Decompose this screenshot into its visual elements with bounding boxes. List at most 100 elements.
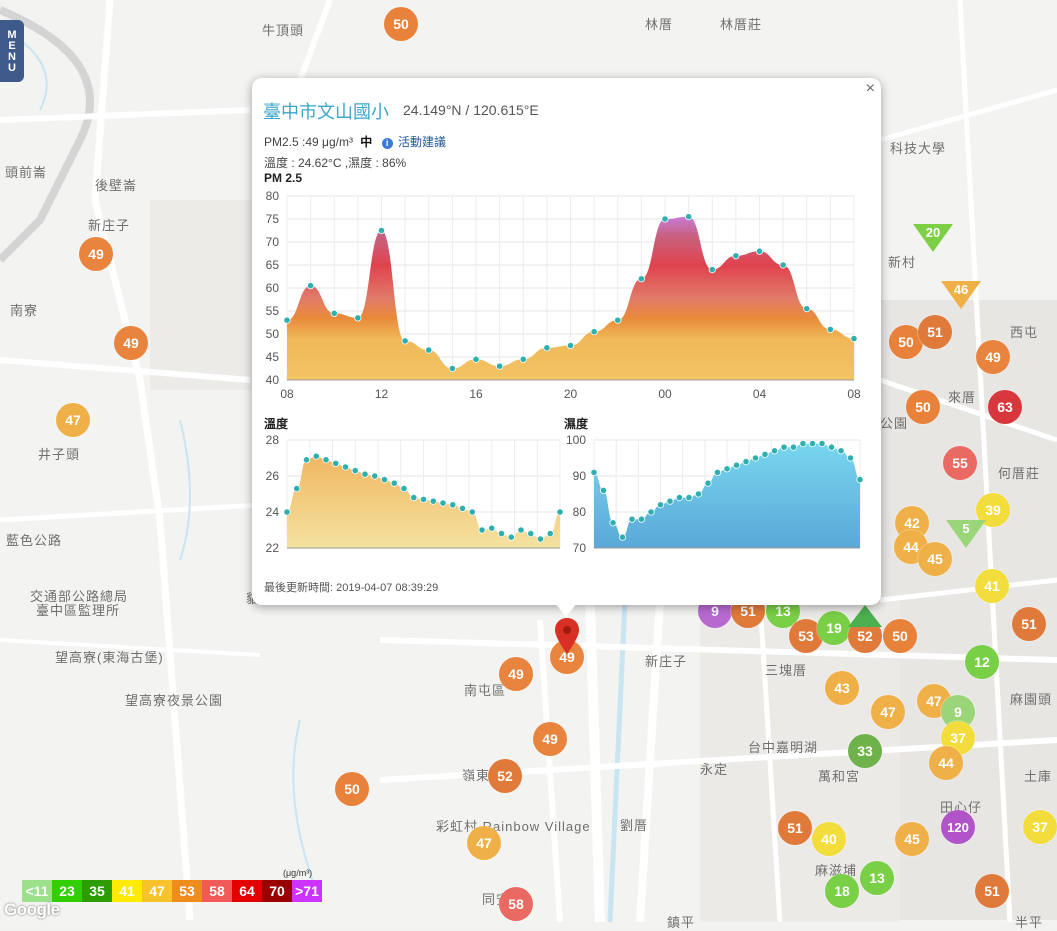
place-label: 土庫 bbox=[1024, 769, 1053, 784]
data-point bbox=[685, 213, 693, 221]
data-point bbox=[330, 309, 338, 317]
station-marker[interactable]: 55 bbox=[943, 446, 977, 480]
place-label: 林厝 bbox=[645, 17, 674, 32]
place-label: 交通部公路總局 bbox=[30, 589, 129, 604]
data-point bbox=[661, 215, 669, 223]
place-label: 萬和宮 bbox=[818, 769, 861, 784]
place-label: 南屯區 bbox=[464, 683, 507, 698]
station-marker[interactable]: 47 bbox=[871, 695, 905, 729]
legend-item: >71 bbox=[292, 880, 322, 902]
data-point bbox=[666, 497, 674, 505]
last-updated: 最後更新時間: 2019-04-07 08:39:29 bbox=[264, 582, 439, 594]
station-marker[interactable]: 47 bbox=[56, 403, 90, 437]
station-marker[interactable]: 45 bbox=[895, 822, 929, 856]
data-point bbox=[519, 355, 527, 363]
y-tick-label: 26 bbox=[266, 469, 280, 483]
data-point bbox=[419, 495, 428, 504]
data-point bbox=[283, 316, 291, 324]
station-marker[interactable]: 120 bbox=[941, 810, 975, 844]
y-tick-label: 100 bbox=[566, 433, 586, 447]
station-marker[interactable]: 49 bbox=[114, 326, 148, 360]
station-triangle-marker[interactable] bbox=[941, 281, 981, 309]
data-point bbox=[566, 341, 575, 350]
x-tick-label: 08 bbox=[280, 387, 294, 401]
data-point bbox=[283, 508, 291, 516]
station-marker[interactable]: 50 bbox=[335, 772, 369, 806]
station-marker[interactable]: 49 bbox=[499, 657, 533, 691]
station-marker[interactable]: 47 bbox=[467, 826, 501, 860]
station-marker[interactable]: 50 bbox=[384, 7, 418, 41]
station-marker[interactable]: 50 bbox=[883, 619, 917, 653]
station-marker[interactable]: 33 bbox=[848, 734, 882, 768]
station-marker[interactable]: 63 bbox=[988, 390, 1022, 424]
data-point bbox=[536, 535, 545, 543]
station-marker[interactable]: 41 bbox=[975, 569, 1009, 603]
legend-item: 23 bbox=[52, 880, 82, 902]
data-point bbox=[380, 475, 389, 484]
station-marker[interactable]: 49 bbox=[79, 237, 113, 271]
station-marker[interactable]: 44 bbox=[929, 746, 963, 780]
station-marker[interactable]: 49 bbox=[533, 722, 567, 756]
place-label: 西屯 bbox=[1010, 325, 1039, 340]
data-point bbox=[609, 519, 617, 527]
x-tick-label: 04 bbox=[753, 387, 767, 401]
data-point bbox=[713, 468, 722, 477]
data-point bbox=[448, 364, 456, 373]
data-point bbox=[742, 457, 750, 466]
data-point bbox=[755, 247, 764, 255]
station-marker[interactable]: 37 bbox=[1023, 810, 1057, 844]
station-triangle-marker[interactable] bbox=[946, 520, 986, 548]
legend-item: 53 bbox=[172, 880, 202, 902]
station-marker[interactable]: 12 bbox=[965, 645, 999, 679]
activity-advice-link[interactable]: 活動建議 bbox=[398, 135, 447, 149]
place-label: 望高寮(東海古堡) bbox=[55, 650, 164, 665]
station-marker[interactable]: 50 bbox=[889, 325, 923, 359]
data-point bbox=[628, 515, 636, 523]
data-point bbox=[856, 475, 864, 484]
station-marker[interactable]: 19 bbox=[817, 611, 851, 645]
pm25-chart: 40 45 50 55 60 65 70 75 80 08 12 16 20 00 04 08 bbox=[266, 189, 861, 401]
station-marker[interactable]: 51 bbox=[1012, 607, 1046, 641]
pm25-chart-title: PM 2.5 bbox=[264, 171, 303, 185]
place-label: 公園 bbox=[880, 416, 909, 431]
station-marker[interactable]: 18 bbox=[825, 874, 859, 908]
place-label: 三塊厝 bbox=[765, 663, 808, 678]
legend-item: 35 bbox=[82, 880, 112, 902]
place-label: 台中嘉明湖 bbox=[748, 740, 819, 755]
station-marker[interactable]: 51 bbox=[778, 811, 812, 845]
data-point bbox=[704, 479, 712, 487]
station-marker[interactable]: 40 bbox=[812, 822, 846, 856]
station-marker[interactable]: 13 bbox=[860, 861, 894, 895]
legend-item: 47 bbox=[142, 880, 172, 902]
location-pin-icon[interactable] bbox=[555, 618, 579, 654]
data-point bbox=[808, 439, 817, 448]
place-label: 新村 bbox=[888, 255, 917, 270]
station-triangle-marker[interactable] bbox=[913, 224, 953, 252]
station-marker[interactable]: 51 bbox=[975, 874, 1009, 908]
station-marker[interactable]: 49 bbox=[976, 340, 1010, 374]
station-triangle-marker[interactable] bbox=[848, 605, 882, 627]
temperature-chart: 22 24 26 28 bbox=[266, 433, 564, 555]
data-point bbox=[478, 526, 486, 534]
x-tick-label: 12 bbox=[375, 387, 389, 401]
station-marker[interactable]: 43 bbox=[825, 671, 859, 705]
station-marker[interactable]: 58 bbox=[499, 887, 533, 921]
menu-label: MENU bbox=[6, 29, 18, 73]
station-name[interactable]: 臺中市文山國小 bbox=[263, 102, 389, 122]
data-point bbox=[496, 362, 504, 370]
data-point bbox=[647, 508, 655, 516]
close-icon[interactable]: × bbox=[865, 80, 875, 97]
menu-button[interactable]: MENU bbox=[0, 20, 24, 82]
data-point bbox=[371, 472, 379, 480]
data-point bbox=[517, 526, 525, 534]
place-label: 科技大學 bbox=[890, 141, 947, 156]
y-tick-label: 80 bbox=[573, 505, 587, 519]
temperature-humidity: 溫度 : 24.62°C ,濕度 : 86% bbox=[264, 156, 407, 170]
data-point bbox=[779, 261, 787, 269]
station-marker[interactable]: 50 bbox=[906, 390, 940, 424]
station-marker[interactable]: 51 bbox=[918, 315, 952, 349]
info-icon[interactable]: i bbox=[381, 138, 393, 149]
station-marker[interactable]: 39 bbox=[976, 493, 1010, 527]
y-tick-label: 40 bbox=[266, 373, 280, 387]
station-marker[interactable]: 52 bbox=[488, 759, 522, 793]
